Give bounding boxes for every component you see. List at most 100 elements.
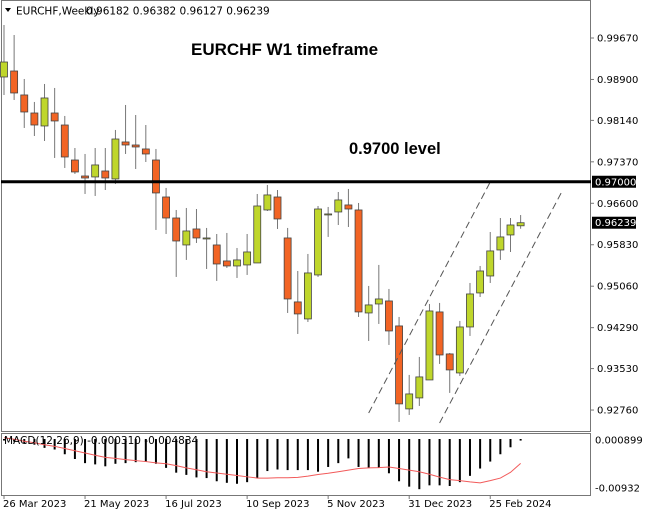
time-tick-label: 31 Dec 2023 <box>408 499 472 510</box>
price-tick-label: 0.98140 <box>597 116 638 127</box>
candle[interactable] <box>395 316 403 422</box>
bull-candle-body <box>91 164 100 178</box>
price-tick-label: 0.95060 <box>597 282 638 293</box>
candle[interactable] <box>50 87 59 158</box>
bull-candle-body <box>496 236 505 251</box>
bear-candle-body <box>162 196 170 219</box>
candle[interactable] <box>212 233 221 281</box>
candle[interactable] <box>81 153 89 194</box>
bull-candle-body <box>253 205 262 264</box>
bull-candle-body <box>455 326 464 374</box>
candle[interactable] <box>435 302 444 364</box>
candle[interactable] <box>273 189 282 229</box>
bear-candle-body <box>60 124 69 158</box>
candle[interactable] <box>293 270 302 334</box>
price-pane[interactable] <box>1 0 591 432</box>
candle[interactable] <box>354 202 363 317</box>
macd-signal-line <box>3 437 521 484</box>
bull-candle-body <box>334 199 343 213</box>
bear-candle-body <box>172 217 181 242</box>
candle[interactable] <box>374 264 383 324</box>
candle[interactable] <box>476 265 485 297</box>
candle[interactable] <box>243 233 252 275</box>
bull-candle-body <box>303 272 312 320</box>
bear-candle-body <box>50 112 59 122</box>
bear-candle-body <box>385 300 393 332</box>
candle[interactable] <box>222 232 231 268</box>
macd-tick-label: 0.000899 <box>595 436 643 447</box>
bull-candle-body <box>243 251 252 266</box>
bear-candle-body <box>192 228 201 239</box>
candle[interactable] <box>516 215 525 229</box>
macd-pane[interactable] <box>1 433 591 496</box>
candle[interactable] <box>334 191 343 225</box>
bear-candle-body <box>10 70 19 94</box>
candle[interactable] <box>405 374 414 415</box>
candle[interactable] <box>111 129 120 184</box>
bear-candle-body <box>212 244 221 265</box>
candle[interactable] <box>466 282 474 336</box>
candle[interactable] <box>283 227 292 313</box>
candle[interactable] <box>40 83 49 141</box>
level-annotation[interactable]: 0.9700 level <box>349 140 441 158</box>
bull-candle-body <box>506 224 515 236</box>
candle[interactable] <box>303 253 312 322</box>
candle[interactable] <box>496 217 505 260</box>
bull-candle-body <box>405 393 414 410</box>
candle[interactable] <box>364 285 373 341</box>
candle[interactable] <box>486 231 495 283</box>
price-tick-label: 0.95830 <box>597 240 638 251</box>
macd-tick-label: -0.00932 <box>595 484 640 495</box>
candle[interactable] <box>71 147 79 174</box>
price-tick-label: 0.97370 <box>597 157 638 168</box>
candle[interactable] <box>91 147 100 196</box>
bear-candle-body <box>141 148 150 155</box>
bear-candle-body <box>131 144 140 148</box>
candle[interactable] <box>202 227 211 269</box>
time-tick-label: 26 Mar 2023 <box>3 499 66 510</box>
candle[interactable] <box>121 104 130 154</box>
candle[interactable] <box>324 206 333 237</box>
price-tick-label: 0.98900 <box>597 75 638 86</box>
candles-layer <box>0 25 525 422</box>
candle[interactable] <box>152 148 160 230</box>
price-tick-label: 0.92760 <box>597 406 638 417</box>
candle[interactable] <box>425 303 434 381</box>
candle[interactable] <box>60 115 69 168</box>
candle[interactable] <box>506 217 515 252</box>
dropdown-triangle-icon[interactable] <box>5 8 11 12</box>
bull-candle-body <box>202 237 211 240</box>
candle[interactable] <box>344 188 353 227</box>
candle[interactable] <box>10 34 19 100</box>
candle[interactable] <box>314 205 322 277</box>
candle[interactable] <box>415 356 424 406</box>
bull-candle-body <box>233 259 241 267</box>
candle[interactable] <box>253 193 262 264</box>
candle[interactable] <box>0 25 8 95</box>
candle[interactable] <box>455 320 464 376</box>
bull-candle-body <box>263 194 272 211</box>
candle[interactable] <box>172 209 181 277</box>
chart-title-annotation[interactable]: EURCHF W1 timeframe <box>191 40 378 59</box>
candle[interactable] <box>263 184 272 211</box>
symbol-period: EURCHF,Weekly <box>16 6 100 18</box>
candle[interactable] <box>141 125 150 162</box>
candle[interactable] <box>20 78 29 128</box>
bear-candle-body <box>435 311 444 356</box>
bear-candle-body <box>344 204 353 210</box>
candle[interactable] <box>445 352 454 393</box>
candle[interactable] <box>30 101 39 136</box>
time-tick-label: 5 Nov 2023 <box>327 499 385 510</box>
candle[interactable] <box>233 247 241 278</box>
candle[interactable] <box>182 207 191 260</box>
bear-candle-body <box>30 112 39 126</box>
candle[interactable] <box>192 208 201 243</box>
candle[interactable] <box>131 114 140 169</box>
level-price-box <box>592 175 636 188</box>
candle[interactable] <box>162 187 170 234</box>
current-price-label: 0.96239 <box>595 218 636 229</box>
bull-candle-body <box>364 304 373 314</box>
time-tick-label: 10 Sep 2023 <box>246 499 309 510</box>
candle[interactable] <box>385 288 393 345</box>
